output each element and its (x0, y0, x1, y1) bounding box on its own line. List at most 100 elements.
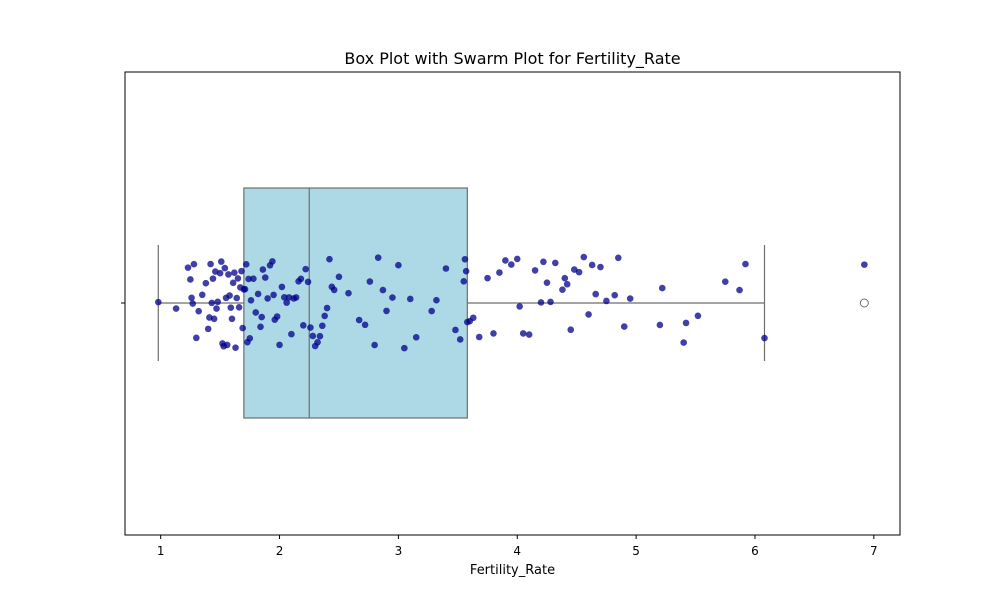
x-tick-label: 5 (632, 544, 640, 558)
data-point (383, 307, 390, 315)
data-point (239, 324, 246, 332)
data-point (304, 278, 312, 286)
data-point (280, 294, 288, 301)
data-point (502, 257, 509, 264)
data-point (316, 332, 324, 340)
data-point (461, 255, 469, 263)
data-point (198, 291, 206, 299)
data-point (412, 333, 420, 341)
data-point (519, 330, 527, 337)
data-point (442, 265, 450, 272)
data-point (330, 286, 338, 294)
data-point (226, 292, 233, 299)
data-point (537, 299, 545, 306)
data-point (252, 309, 260, 316)
data-point (742, 260, 749, 268)
data-point (484, 274, 491, 282)
data-point (543, 279, 551, 287)
data-point (242, 261, 250, 268)
data-point (592, 290, 600, 298)
data-point (278, 283, 286, 291)
data-point (184, 264, 192, 271)
data-point (355, 316, 363, 324)
data-point (861, 261, 868, 268)
data-point (658, 284, 666, 292)
data-point (452, 326, 459, 334)
x-tick-label: 6 (751, 544, 759, 558)
data-point (588, 261, 596, 269)
data-point (721, 278, 729, 285)
box-plot (157, 187, 869, 419)
x-tick-label: 4 (513, 544, 521, 558)
data-point (208, 299, 216, 307)
data-point (189, 300, 197, 307)
data-point (345, 289, 352, 297)
data-point (187, 276, 194, 283)
data-point (302, 265, 309, 273)
data-point (761, 334, 768, 342)
data-point (231, 269, 238, 276)
data-point (270, 291, 277, 299)
data-point (620, 323, 628, 330)
data-point (469, 314, 477, 322)
data-point (209, 275, 217, 282)
data-point (406, 295, 414, 303)
data-point (366, 278, 374, 285)
data-point (656, 321, 664, 329)
data-point (575, 268, 583, 276)
data-point (611, 291, 619, 299)
data-point (525, 331, 533, 338)
data-point (233, 294, 241, 302)
data-point (580, 253, 588, 261)
data-point (551, 259, 559, 267)
data-point (257, 323, 264, 331)
data-point (516, 303, 523, 310)
data-point (475, 333, 483, 341)
data-point (462, 267, 470, 275)
x-tick-label: 7 (870, 544, 878, 558)
data-point (694, 312, 702, 320)
data-point (567, 326, 575, 334)
data-point (307, 324, 314, 331)
data-point (496, 269, 503, 276)
x-axis-ticks: 1 2 3 4 5 6 7 (157, 535, 878, 558)
x-tick-label: 2 (276, 544, 284, 558)
data-point (246, 335, 254, 342)
data-point (250, 275, 257, 283)
data-point (379, 286, 387, 294)
data-point (225, 271, 232, 278)
data-point (736, 286, 743, 294)
data-point (245, 275, 252, 283)
data-point (276, 341, 283, 349)
data-point (326, 255, 333, 263)
data-point (309, 332, 317, 340)
data-point (428, 307, 435, 315)
data-point (531, 267, 539, 274)
data-point (559, 286, 566, 294)
data-point (540, 258, 547, 266)
data-point (680, 339, 687, 346)
data-point (361, 321, 369, 329)
chart-title: Box Plot with Swarm Plot for Fertility_R… (344, 49, 680, 69)
axes (121, 71, 901, 536)
data-point (238, 267, 245, 275)
data-point (490, 330, 497, 337)
data-point (299, 322, 307, 329)
data-point (460, 278, 468, 285)
data-point (261, 274, 269, 281)
data-point (214, 298, 222, 306)
data-point (258, 313, 265, 321)
data-point (229, 279, 237, 287)
data-point (561, 274, 569, 282)
data-point (563, 280, 571, 288)
data-point (401, 344, 408, 352)
swarm-points (154, 253, 868, 352)
data-point (216, 269, 224, 277)
data-point (269, 258, 276, 265)
data-point (395, 261, 402, 269)
data-point (283, 299, 290, 306)
data-point (389, 294, 396, 301)
data-point (210, 315, 218, 323)
